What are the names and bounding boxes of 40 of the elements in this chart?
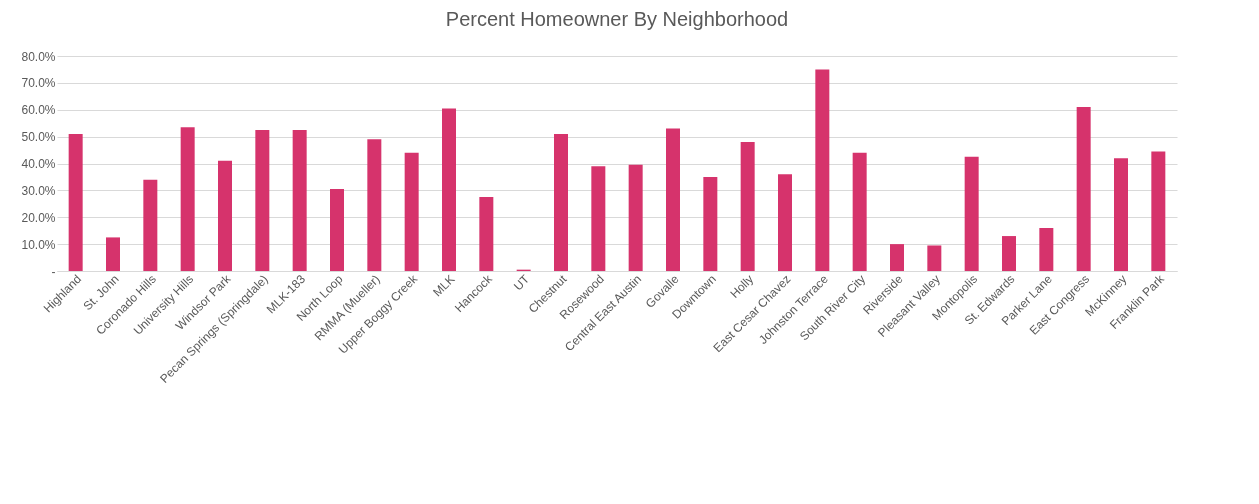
bar: [1076, 107, 1091, 271]
y-tick-label: 10.0%: [21, 237, 56, 252]
bar: [1151, 151, 1166, 271]
bar: [628, 164, 643, 271]
y-tick-label: 70.0%: [21, 76, 56, 91]
bar: [591, 166, 606, 271]
y-tick-label: 80.0%: [21, 49, 56, 64]
y-tick-label: 30.0%: [21, 183, 56, 198]
y-tick-label: 60.0%: [21, 103, 56, 118]
bar: [404, 152, 419, 271]
y-tick-label: 40.0%: [21, 157, 56, 171]
y-tick-label: -: [51, 264, 56, 279]
bar: [367, 139, 382, 271]
bar: [1039, 228, 1054, 271]
bar: [330, 189, 344, 271]
bar: [292, 129, 307, 271]
bar: [554, 133, 568, 271]
bar: [1002, 236, 1016, 271]
y-tick-label: 50.0%: [21, 130, 56, 145]
bar: [143, 179, 158, 271]
bar: [1114, 158, 1128, 271]
bar: [890, 244, 904, 271]
bar: [255, 129, 270, 271]
bar: [852, 152, 867, 271]
bar: [778, 174, 792, 271]
bar: [106, 237, 120, 271]
bar: [180, 127, 195, 271]
chart-title: Percent Homeowner By Neighborhood: [445, 8, 789, 30]
bar: [218, 160, 232, 271]
bar: [703, 176, 718, 271]
x-tick-label: UT: [510, 271, 533, 294]
bar: [666, 128, 680, 271]
bar: [442, 108, 456, 271]
bar: [68, 133, 83, 271]
bar: [815, 69, 830, 271]
y-tick-label: 20.0%: [21, 210, 56, 225]
bar: [927, 245, 942, 271]
bar: [479, 197, 494, 271]
bar: [740, 142, 755, 271]
bar: [964, 156, 979, 271]
